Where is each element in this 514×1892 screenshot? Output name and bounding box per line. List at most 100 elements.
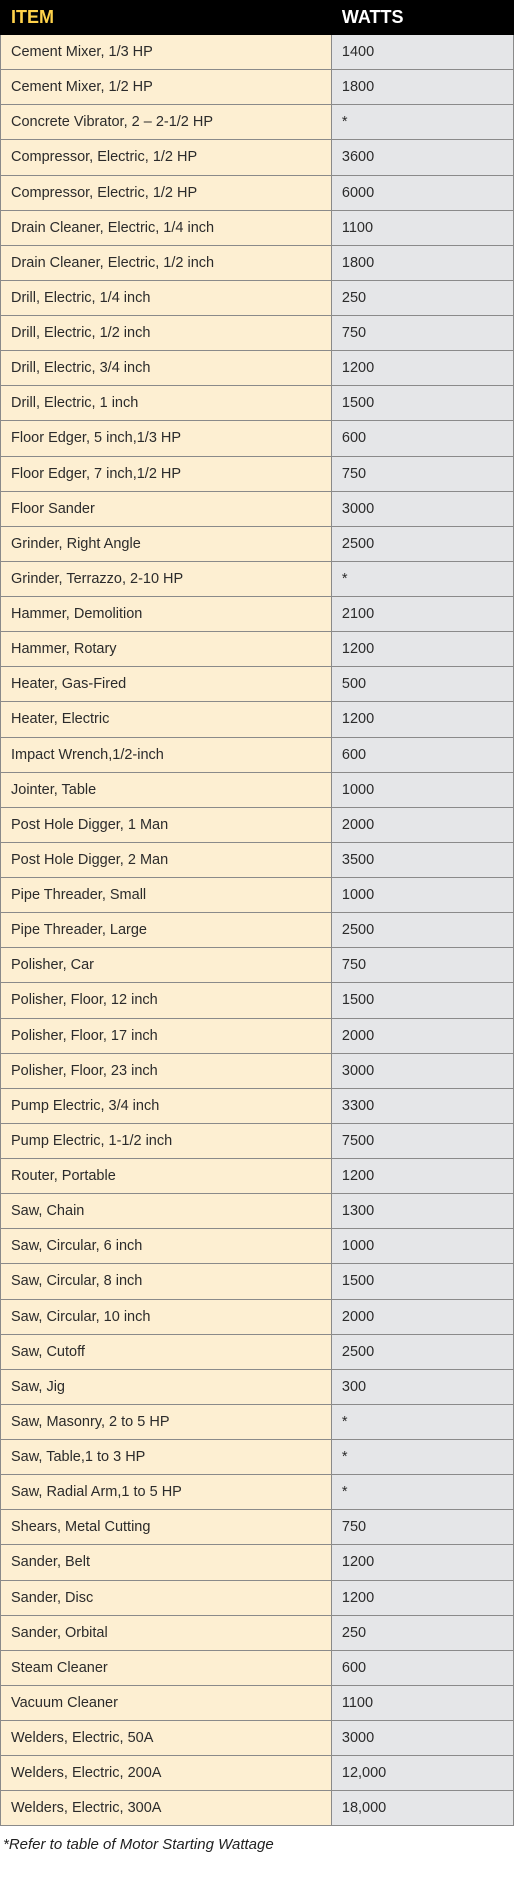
cell-item: Post Hole Digger, 1 Man [1, 807, 332, 842]
cell-item: Heater, Electric [1, 702, 332, 737]
cell-watts: 2500 [331, 526, 513, 561]
cell-watts: 250 [331, 280, 513, 315]
cell-watts: 1000 [331, 1229, 513, 1264]
table-row: Saw, Cutoff2500 [1, 1334, 514, 1369]
cell-watts: 500 [331, 667, 513, 702]
table-row: Sander, Belt1200 [1, 1545, 514, 1580]
cell-item: Drain Cleaner, Electric, 1/4 inch [1, 210, 332, 245]
cell-item: Grinder, Right Angle [1, 526, 332, 561]
cell-item: Sander, Belt [1, 1545, 332, 1580]
cell-watts: 3300 [331, 1088, 513, 1123]
cell-watts: * [331, 1475, 513, 1510]
cell-watts: * [331, 1440, 513, 1475]
cell-watts: 1200 [331, 1545, 513, 1580]
table-row: Post Hole Digger, 1 Man2000 [1, 807, 514, 842]
cell-item: Pipe Threader, Large [1, 913, 332, 948]
table-row: Polisher, Floor, 12 inch1500 [1, 983, 514, 1018]
cell-watts: 3000 [331, 1721, 513, 1756]
header-watts: WATTS [331, 1, 513, 35]
cell-item: Saw, Jig [1, 1369, 332, 1404]
cell-watts: 750 [331, 948, 513, 983]
cell-item: Welders, Electric, 50A [1, 1721, 332, 1756]
cell-item: Floor Edger, 7 inch,1/2 HP [1, 456, 332, 491]
cell-item: Concrete Vibrator, 2 – 2-1/2 HP [1, 105, 332, 140]
cell-item: Jointer, Table [1, 772, 332, 807]
table-row: Saw, Circular, 6 inch1000 [1, 1229, 514, 1264]
cell-watts: 2500 [331, 913, 513, 948]
table-row: Saw, Radial Arm,1 to 5 HP* [1, 1475, 514, 1510]
cell-watts: 1300 [331, 1194, 513, 1229]
cell-item: Sander, Disc [1, 1580, 332, 1615]
cell-watts: 2500 [331, 1334, 513, 1369]
cell-watts: * [331, 105, 513, 140]
table-row: Sander, Disc1200 [1, 1580, 514, 1615]
cell-watts: 1500 [331, 386, 513, 421]
table-row: Drain Cleaner, Electric, 1/2 inch1800 [1, 245, 514, 280]
table-row: Polisher, Floor, 23 inch3000 [1, 1053, 514, 1088]
cell-watts: 750 [331, 456, 513, 491]
cell-watts: 1800 [331, 245, 513, 280]
table-row: Saw, Masonry, 2 to 5 HP* [1, 1404, 514, 1439]
cell-watts: 1400 [331, 35, 513, 70]
cell-item: Saw, Radial Arm,1 to 5 HP [1, 1475, 332, 1510]
cell-item: Saw, Circular, 10 inch [1, 1299, 332, 1334]
cell-item: Drain Cleaner, Electric, 1/2 inch [1, 245, 332, 280]
table-row: Saw, Table,1 to 3 HP* [1, 1440, 514, 1475]
cell-watts: 1800 [331, 70, 513, 105]
cell-item: Grinder, Terrazzo, 2-10 HP [1, 561, 332, 596]
cell-item: Router, Portable [1, 1159, 332, 1194]
cell-item: Cement Mixer, 1/2 HP [1, 70, 332, 105]
cell-watts: 18,000 [331, 1791, 513, 1826]
table-row: Sander, Orbital250 [1, 1615, 514, 1650]
table-row: Welders, Electric, 300A18,000 [1, 1791, 514, 1826]
table-row: Saw, Circular, 8 inch1500 [1, 1264, 514, 1299]
cell-watts: 12,000 [331, 1756, 513, 1791]
cell-item: Polisher, Floor, 12 inch [1, 983, 332, 1018]
cell-item: Floor Sander [1, 491, 332, 526]
table-row: Floor Edger, 5 inch,1/3 HP600 [1, 421, 514, 456]
cell-item: Heater, Gas-Fired [1, 667, 332, 702]
cell-item: Impact Wrench,1/2-inch [1, 737, 332, 772]
cell-item: Pipe Threader, Small [1, 878, 332, 913]
table-row: Hammer, Rotary1200 [1, 632, 514, 667]
cell-item: Welders, Electric, 300A [1, 1791, 332, 1826]
table-row: Impact Wrench,1/2-inch600 [1, 737, 514, 772]
cell-watts: * [331, 1404, 513, 1439]
table-body: Cement Mixer, 1/3 HP1400Cement Mixer, 1/… [1, 35, 514, 1826]
table-row: Cement Mixer, 1/2 HP1800 [1, 70, 514, 105]
cell-item: Saw, Circular, 6 inch [1, 1229, 332, 1264]
header-item: ITEM [1, 1, 332, 35]
cell-watts: 1100 [331, 1685, 513, 1720]
table-row: Drain Cleaner, Electric, 1/4 inch1100 [1, 210, 514, 245]
cell-item: Hammer, Demolition [1, 597, 332, 632]
table-row: Drill, Electric, 3/4 inch1200 [1, 351, 514, 386]
table-row: Cement Mixer, 1/3 HP1400 [1, 35, 514, 70]
cell-item: Saw, Table,1 to 3 HP [1, 1440, 332, 1475]
cell-watts: 2100 [331, 597, 513, 632]
table-row: Welders, Electric, 50A3000 [1, 1721, 514, 1756]
cell-item: Pump Electric, 1-1/2 inch [1, 1123, 332, 1158]
cell-watts: * [331, 561, 513, 596]
cell-item: Compressor, Electric, 1/2 HP [1, 175, 332, 210]
table-row: Jointer, Table1000 [1, 772, 514, 807]
cell-item: Polisher, Car [1, 948, 332, 983]
table-row: Heater, Electric1200 [1, 702, 514, 737]
cell-item: Vacuum Cleaner [1, 1685, 332, 1720]
table-row: Polisher, Car750 [1, 948, 514, 983]
cell-item: Saw, Circular, 8 inch [1, 1264, 332, 1299]
cell-watts: 300 [331, 1369, 513, 1404]
table-row: Pipe Threader, Large2500 [1, 913, 514, 948]
cell-item: Shears, Metal Cutting [1, 1510, 332, 1545]
cell-item: Polisher, Floor, 23 inch [1, 1053, 332, 1088]
table-row: Grinder, Right Angle2500 [1, 526, 514, 561]
table-row: Drill, Electric, 1/4 inch250 [1, 280, 514, 315]
cell-watts: 2000 [331, 1299, 513, 1334]
cell-item: Sander, Orbital [1, 1615, 332, 1650]
cell-watts: 750 [331, 316, 513, 351]
table-row: Floor Edger, 7 inch,1/2 HP750 [1, 456, 514, 491]
table-row: Welders, Electric, 200A12,000 [1, 1756, 514, 1791]
cell-watts: 600 [331, 737, 513, 772]
table-row: Hammer, Demolition2100 [1, 597, 514, 632]
cell-item: Drill, Electric, 1/4 inch [1, 280, 332, 315]
cell-item: Cement Mixer, 1/3 HP [1, 35, 332, 70]
